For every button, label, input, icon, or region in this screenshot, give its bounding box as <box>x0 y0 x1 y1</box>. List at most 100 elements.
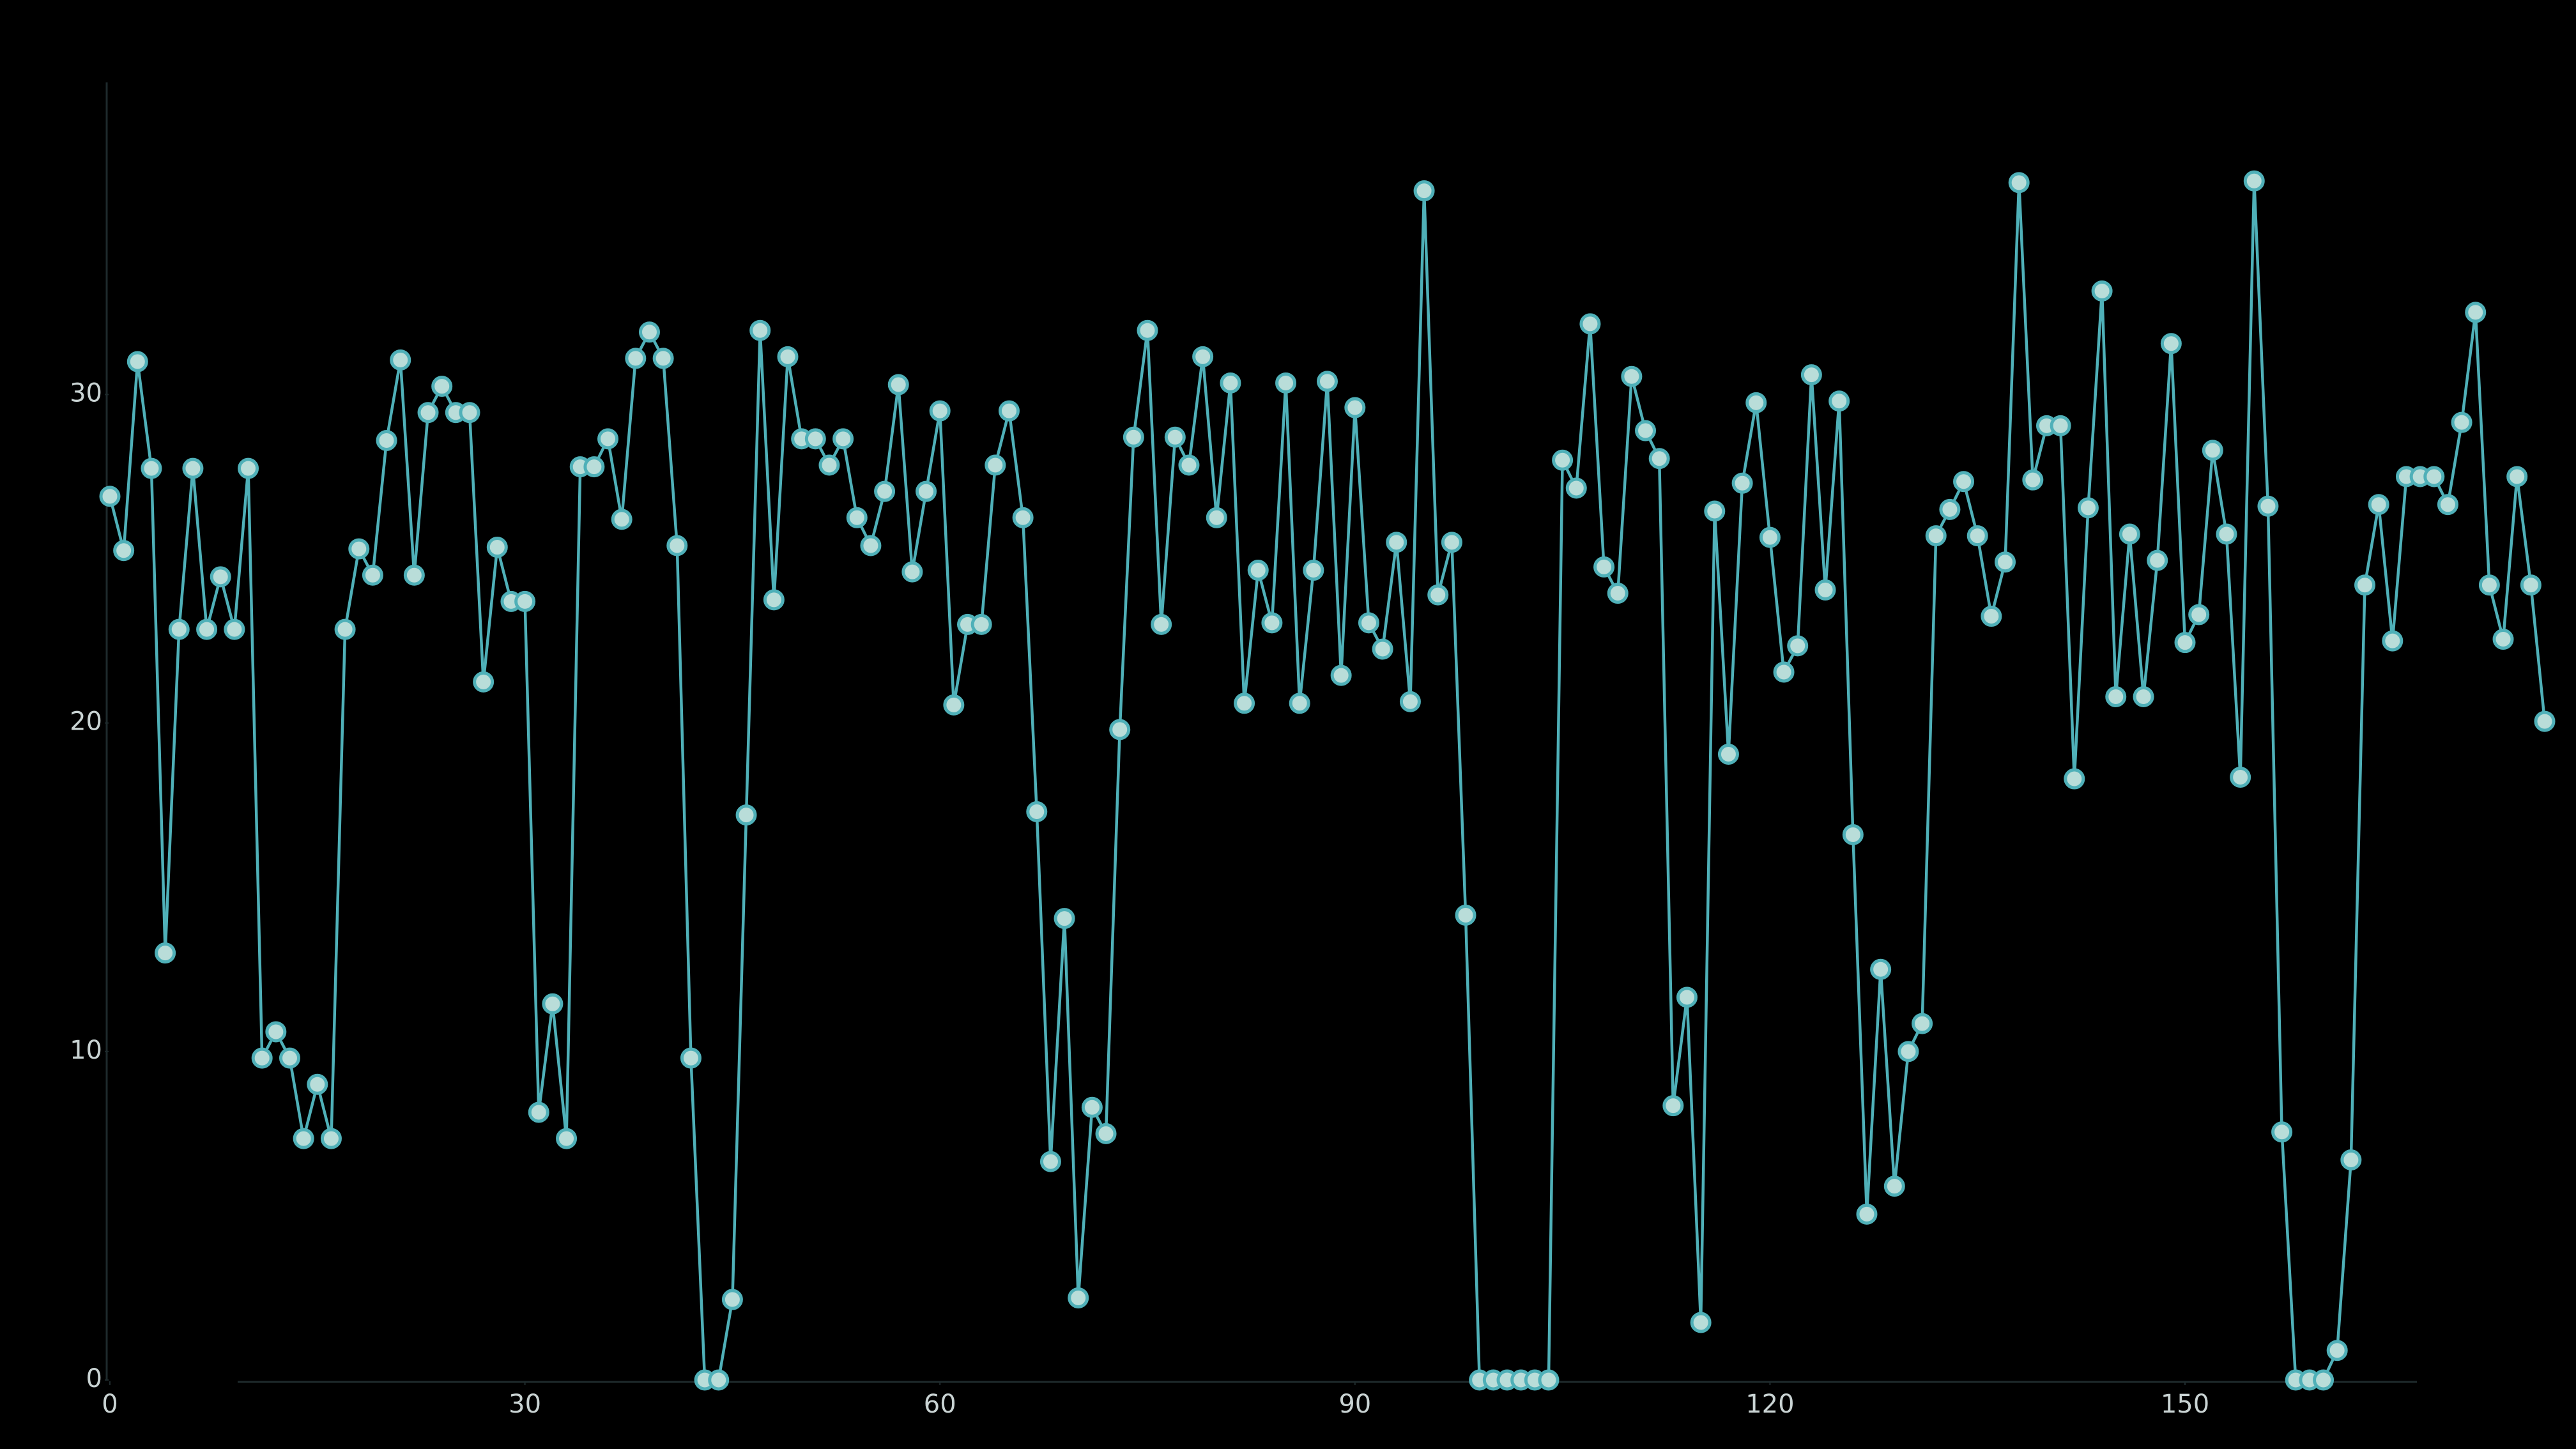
data-point <box>1275 372 1297 394</box>
data-point <box>611 509 632 530</box>
data-point <box>113 540 135 562</box>
data-point <box>2064 768 2085 790</box>
data-point <box>804 428 826 450</box>
data-point <box>2506 466 2528 487</box>
data-point <box>1109 719 1131 740</box>
data-point <box>1068 1287 1089 1308</box>
x-tick-label: 90 <box>1338 1390 1371 1419</box>
data-point <box>1773 661 1795 683</box>
data-point <box>362 564 383 586</box>
data-point <box>1330 664 1352 686</box>
data-point <box>307 1073 328 1095</box>
data-point <box>887 374 909 395</box>
data-point <box>708 1369 730 1391</box>
data-point <box>1995 551 2016 573</box>
data-point <box>1151 613 1172 635</box>
data-point <box>141 457 162 479</box>
data-point <box>1883 1176 1905 1197</box>
data-point <box>126 351 148 372</box>
data-point <box>2230 766 2251 788</box>
data-point <box>2313 1369 2334 1391</box>
data-point <box>832 428 854 450</box>
data-point <box>417 402 439 424</box>
data-point <box>1358 612 1379 634</box>
data-point <box>1095 1123 1117 1144</box>
data-point <box>1247 560 1269 581</box>
data-point <box>763 589 785 611</box>
data-point <box>1842 824 1864 845</box>
data-point <box>1427 584 1449 606</box>
data-point <box>2008 172 2030 194</box>
data-point <box>2257 495 2279 517</box>
data-point <box>1123 426 1144 448</box>
data-point <box>1399 691 1421 712</box>
x-tick-label: 60 <box>924 1390 956 1419</box>
x-tick-label: 120 <box>1745 1390 1794 1419</box>
data-point <box>196 618 218 640</box>
data-point <box>2451 411 2472 433</box>
data-point <box>1828 390 1850 412</box>
data-point <box>2465 302 2487 323</box>
data-point <box>473 671 494 693</box>
data-point <box>1192 346 1214 367</box>
data-point <box>1178 454 1200 476</box>
data-point <box>1704 500 1726 522</box>
data-point <box>1717 743 1739 765</box>
data-point <box>1081 1096 1103 1118</box>
data-point <box>1912 1013 1933 1034</box>
data-point <box>1303 560 1324 581</box>
data-point <box>2340 1149 2362 1171</box>
data-point <box>2520 574 2542 596</box>
data-point <box>1289 693 1310 714</box>
data-point <box>2188 604 2210 625</box>
data-point <box>1621 365 1643 387</box>
data-point <box>2160 333 2182 355</box>
data-point <box>1386 532 1407 553</box>
data-point <box>459 402 480 424</box>
data-point <box>1925 525 1947 547</box>
data-point <box>1607 583 1629 604</box>
data-point <box>1635 420 1657 441</box>
data-point <box>1220 372 1241 394</box>
data-point <box>1579 313 1601 335</box>
data-point <box>1856 1203 1878 1225</box>
data-point <box>1026 801 1048 822</box>
x-tick-label: 0 <box>102 1390 118 1419</box>
data-point <box>1054 908 1075 930</box>
data-point <box>818 454 840 476</box>
data-point <box>2133 686 2154 708</box>
data-point <box>210 566 231 588</box>
data-point <box>1966 525 1988 547</box>
data-point <box>2077 497 2099 519</box>
data-point <box>486 537 508 558</box>
data-point <box>155 942 176 964</box>
data-point <box>238 457 259 479</box>
data-point <box>1870 958 1892 980</box>
data-point <box>1261 612 1283 634</box>
data-point <box>2437 494 2458 516</box>
y-tick-label: 10 <box>70 1036 102 1065</box>
data-point <box>1234 693 1255 714</box>
data-point <box>1676 986 1698 1008</box>
data-point <box>376 429 397 451</box>
data-point <box>2382 630 2404 652</box>
data-point <box>2105 686 2127 708</box>
data-point <box>846 507 868 528</box>
data-point <box>2492 629 2514 650</box>
data-point <box>943 694 965 716</box>
data-point <box>2216 523 2237 545</box>
data-point <box>1981 606 2002 627</box>
data-point <box>1206 507 1227 528</box>
data-point <box>916 480 937 502</box>
x-tick-label: 150 <box>2161 1390 2209 1419</box>
data-point <box>293 1128 314 1149</box>
data-point <box>348 538 370 560</box>
data-point <box>514 590 536 612</box>
data-point <box>666 535 688 556</box>
data-point <box>403 564 425 586</box>
data-point <box>1745 392 1767 413</box>
data-point <box>1413 180 1435 202</box>
data-point <box>1759 526 1781 548</box>
data-point <box>2354 574 2376 596</box>
